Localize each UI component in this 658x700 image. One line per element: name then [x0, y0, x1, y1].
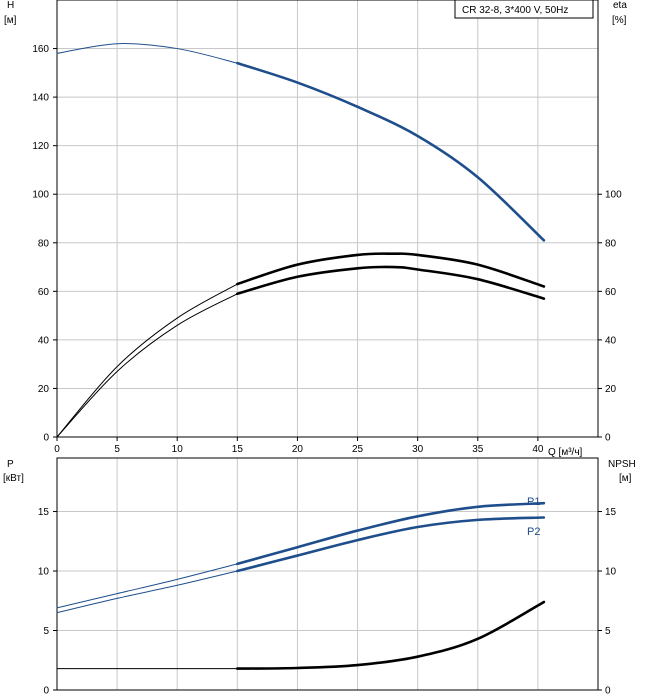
- power-axis-title: P: [7, 459, 14, 470]
- left-tick-label: 0: [43, 686, 49, 697]
- x-tick-label: 10: [172, 444, 184, 455]
- plot-frame: [56, 457, 599, 691]
- npsh-axis-title: NPSH: [608, 459, 636, 470]
- series-p2-line: [236, 516, 546, 573]
- series-p1-line: [236, 501, 546, 566]
- left-tick-label: 0: [43, 433, 49, 444]
- right-tick-label: 0: [605, 433, 611, 444]
- x-tick-label: 40: [532, 444, 544, 455]
- left-tick-label: 120: [32, 141, 49, 152]
- x-tick-label: 20: [292, 444, 304, 455]
- x-tick-label: 30: [412, 444, 424, 455]
- eta-axis-unit: [%]: [612, 15, 627, 26]
- series-npsh-line: [236, 600, 546, 670]
- npsh-axis-unit: [м]: [619, 473, 632, 484]
- p2-series-label: P2: [527, 526, 540, 538]
- left-tick-label: 160: [32, 44, 49, 55]
- left-tick-label: 10: [38, 567, 50, 578]
- series-p1-extended-line: [56, 563, 238, 609]
- left-tick-label: 5: [43, 626, 49, 637]
- plot-frame: [56, 0, 599, 438]
- left-tick-label: 100: [32, 190, 49, 201]
- left-tick-label: 40: [38, 335, 50, 346]
- x-tick-label: 35: [472, 444, 484, 455]
- series-head-extended-line: [56, 43, 238, 64]
- power-axis-unit: [кВт]: [3, 473, 24, 484]
- series-p2-extended-line: [56, 570, 238, 614]
- head-efficiency-panel: 0 20 40 60 80 100 120 140 160 0 20 40 60 80 100 0 5 10 15 2…: [32, 0, 622, 455]
- series-eta_pump-line: [236, 252, 546, 288]
- right-tick-label: 20: [605, 384, 617, 395]
- flow-axis-label: Q [м³/ч]: [548, 447, 583, 458]
- chart-title-box: CR 32-8, 3*400 V, 50Hz: [454, 0, 594, 19]
- left-tick-label: 15: [38, 507, 50, 518]
- x-tick-label: 25: [352, 444, 364, 455]
- right-tick-label: 10: [605, 567, 617, 578]
- head-axis-unit: [м]: [4, 15, 17, 26]
- right-tick-label: 5: [605, 626, 611, 637]
- right-tick-label: 100: [605, 190, 622, 201]
- series-eta_total-extended-line: [56, 293, 238, 438]
- x-tick-label: 0: [54, 444, 60, 455]
- power-npsh-panel: 0 5 10 15 0 5 10 15: [38, 457, 617, 697]
- right-tick-label: 80: [605, 238, 617, 249]
- p1-series-label: P1: [527, 496, 540, 508]
- chart-title: CR 32-8, 3*400 V, 50Hz: [462, 5, 568, 16]
- x-tick-label: 15: [232, 444, 244, 455]
- right-tick-label: 40: [605, 335, 617, 346]
- right-tick-label: 60: [605, 287, 617, 298]
- right-tick-label: 15: [605, 507, 617, 518]
- left-tick-label: 140: [32, 93, 49, 104]
- left-tick-label: 80: [38, 238, 50, 249]
- series-eta_total-line: [236, 265, 546, 300]
- eta-axis-title: eta: [613, 0, 627, 11]
- head-axis-title: H: [7, 0, 14, 11]
- left-tick-label: 60: [38, 287, 50, 298]
- series-head-line: [236, 61, 546, 242]
- x-tick-label: 5: [114, 444, 120, 455]
- right-tick-label: 0: [605, 686, 611, 697]
- series-eta_pump-extended-line: [56, 283, 238, 438]
- left-tick-label: 20: [38, 384, 50, 395]
